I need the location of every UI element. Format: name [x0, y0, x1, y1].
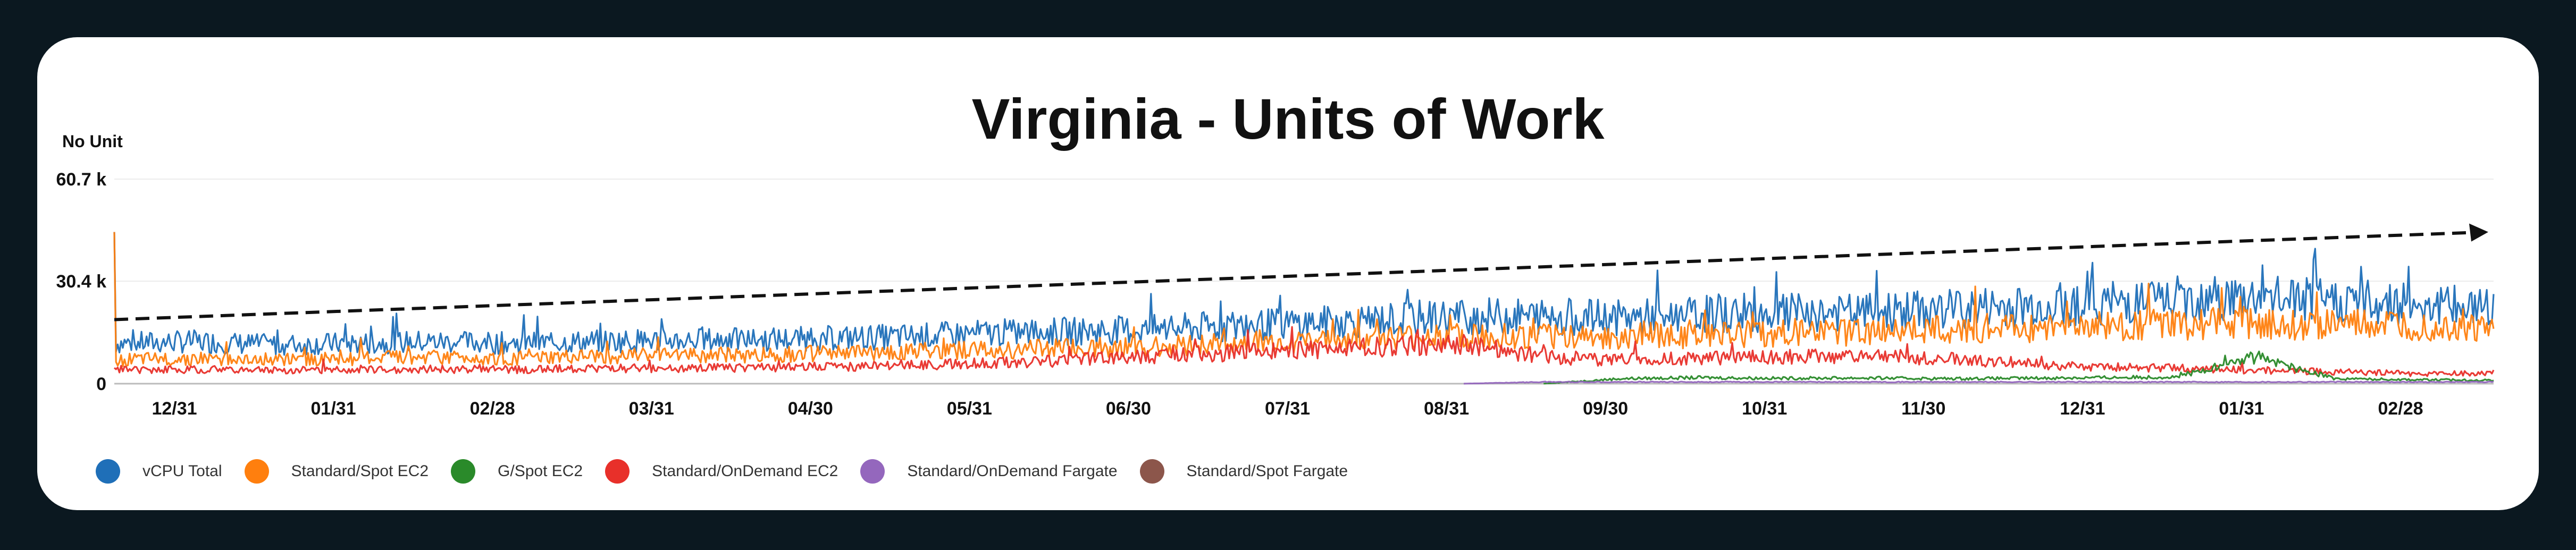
legend-swatch	[860, 459, 885, 484]
series-line	[113, 232, 2495, 356]
series-line	[1543, 350, 2494, 385]
x-tick-label: 03/31	[629, 399, 674, 419]
x-tick-label: 01/31	[2219, 399, 2264, 419]
x-tick-label: 12/31	[2060, 399, 2105, 419]
y-axis-unit-label: No Unit	[62, 132, 123, 151]
legend-item[interactable]: Standard/OnDemand EC2	[605, 459, 838, 484]
legend-label: G/Spot EC2	[498, 462, 583, 480]
x-tick-label: 09/30	[1583, 399, 1628, 419]
legend-swatch	[244, 459, 269, 484]
y-tick-label: 60.7 k	[56, 170, 106, 190]
x-tick-label: 05/31	[947, 399, 992, 419]
legend-label: vCPU Total	[142, 462, 222, 480]
legend-item[interactable]: Standard/OnDemand Fargate	[860, 459, 1118, 484]
series-line	[1463, 380, 2494, 385]
trend-arrowhead	[2469, 223, 2488, 242]
x-tick-label: 08/31	[1424, 399, 1469, 419]
legend-swatch	[96, 459, 120, 484]
chart-card	[37, 37, 2539, 510]
legend-swatch	[451, 459, 476, 484]
trend-line	[114, 231, 2473, 321]
x-tick-label: 10/31	[1742, 399, 1787, 419]
y-tick-label: 0	[96, 374, 106, 394]
x-tick-label: 12/31	[152, 399, 197, 419]
chart-title: Virginia - Units of Work	[971, 87, 1605, 151]
x-tick-label: 07/31	[1265, 399, 1310, 419]
series-line	[113, 326, 2495, 377]
legend-swatch	[1139, 459, 1164, 484]
y-tick-label: 30.4 k	[56, 272, 106, 292]
legend-label: Standard/Spot EC2	[291, 462, 429, 480]
legend-swatch	[605, 459, 630, 484]
x-tick-label: 11/30	[1901, 399, 1945, 419]
x-tick-label: 01/31	[311, 399, 356, 419]
chart-legend: vCPU Total Standard/Spot EC2 G/Spot EC2 Sta…	[96, 458, 1370, 485]
legend-label: Standard/OnDemand Fargate	[907, 462, 1118, 480]
x-tick-label: 02/28	[2378, 399, 2423, 419]
legend-label: Standard/OnDemand EC2	[652, 462, 838, 480]
legend-item[interactable]: Standard/Spot Fargate	[1139, 459, 1348, 484]
legend-item[interactable]: G/Spot EC2	[451, 459, 583, 484]
legend-item[interactable]: vCPU Total	[96, 459, 222, 484]
x-tick-label: 06/30	[1106, 399, 1151, 419]
x-tick-label: 02/28	[470, 399, 515, 419]
legend-label: Standard/Spot Fargate	[1186, 462, 1348, 480]
legend-item[interactable]: Standard/Spot EC2	[244, 459, 429, 484]
x-tick-label: 04/30	[788, 399, 833, 419]
series-line	[113, 232, 2495, 367]
